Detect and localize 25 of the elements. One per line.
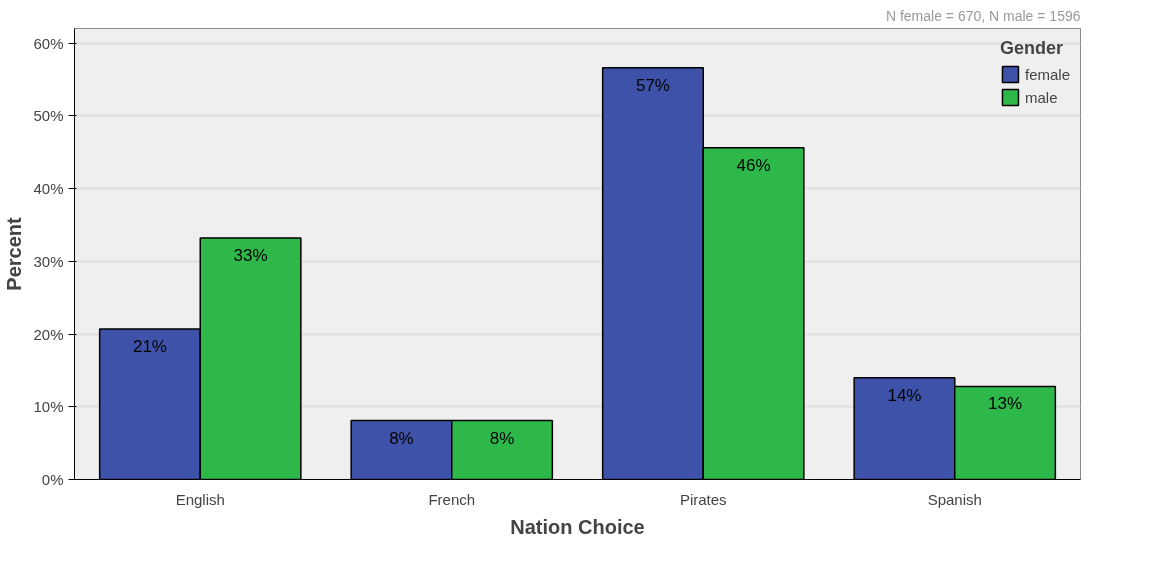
y-tick-label: 30% <box>33 252 64 270</box>
y-tick-label: 20% <box>33 325 64 343</box>
data-label: 13% <box>988 394 1023 414</box>
data-label: 14% <box>887 385 922 405</box>
x-tick-label: English <box>175 490 225 508</box>
data-label: 57% <box>635 75 670 95</box>
x-axis-title: Nation Choice <box>510 515 645 538</box>
y-tick-label: 0% <box>41 471 64 488</box>
y-axis-title: Percent <box>3 216 26 291</box>
legend-title: Gender <box>999 38 1064 59</box>
data-label: 8% <box>489 428 515 448</box>
data-label: 33% <box>233 246 268 265</box>
y-tick-label: 50% <box>33 107 64 125</box>
x-tick-label: Pirates <box>679 490 727 508</box>
legend-label: male <box>1024 88 1058 106</box>
x-tick-label: Spanish <box>927 490 982 508</box>
y-tick-label: 10% <box>33 398 64 416</box>
y-tick-label: 40% <box>33 180 64 198</box>
x-tick-label: French <box>428 490 476 508</box>
data-label: 46% <box>736 155 771 175</box>
legend-label: female <box>1024 65 1070 83</box>
data-label: 21% <box>132 336 167 356</box>
data-label: 8% <box>389 428 414 448</box>
text: N female = 670, N male = 1596 <box>885 7 1081 24</box>
y-tick-label: 60% <box>33 34 64 52</box>
